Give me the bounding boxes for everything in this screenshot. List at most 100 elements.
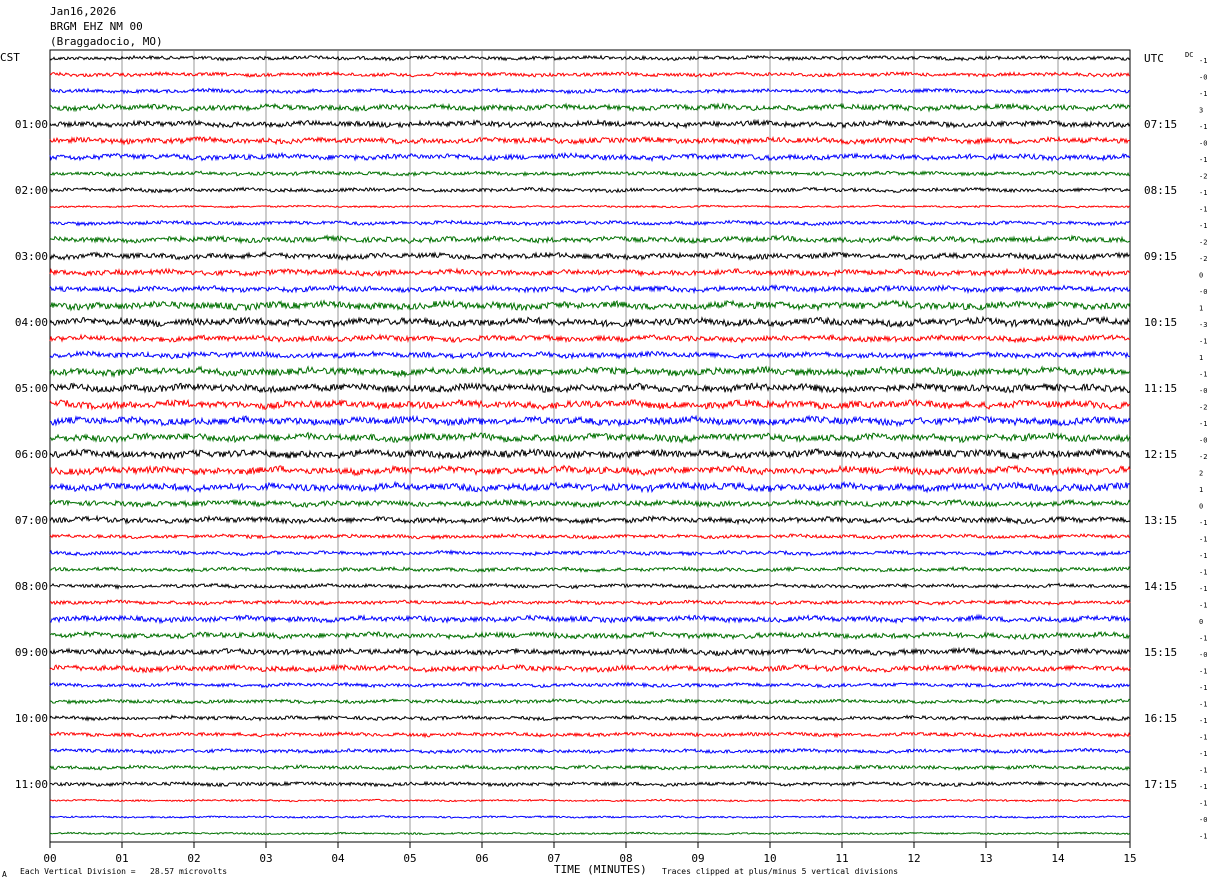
trace-7 bbox=[49, 151, 1131, 163]
trace-42 bbox=[49, 730, 1131, 739]
dc-offset-7: -1 bbox=[1199, 156, 1207, 164]
trace-12 bbox=[49, 234, 1131, 245]
trace-4 bbox=[49, 102, 1131, 113]
trace-13 bbox=[49, 250, 1130, 262]
x-tick-label-06: 06 bbox=[475, 852, 488, 865]
trace-30 bbox=[49, 532, 1131, 541]
dc-offset-17: -3 bbox=[1199, 321, 1207, 329]
dc-offset-28: 0 bbox=[1199, 503, 1203, 511]
trace-9 bbox=[49, 186, 1131, 194]
dc-offset-32: -1 bbox=[1199, 569, 1207, 577]
minute-gridlines bbox=[49, 50, 1131, 848]
trace-10 bbox=[49, 204, 1131, 209]
right-hour-label: 07:15 bbox=[1144, 118, 1177, 131]
dc-offset-15: -0 bbox=[1199, 288, 1207, 296]
x-tick-label-14: 14 bbox=[1051, 852, 1065, 865]
dc-offset-8: -2 bbox=[1199, 173, 1207, 181]
trace-39 bbox=[49, 681, 1131, 689]
x-tick-label-02: 02 bbox=[187, 852, 200, 865]
trace-15 bbox=[49, 283, 1131, 295]
trace-47 bbox=[49, 815, 1131, 819]
x-tick-label-15: 15 bbox=[1123, 852, 1136, 865]
x-tick-label-05: 05 bbox=[403, 852, 416, 865]
trace-41 bbox=[49, 714, 1131, 722]
dc-offset-45: -1 bbox=[1199, 783, 1207, 791]
x-tick-label-11: 11 bbox=[835, 852, 848, 865]
left-hour-label: 08:00 bbox=[15, 580, 48, 593]
dc-offset-22: -2 bbox=[1199, 404, 1207, 412]
x-tick-label-04: 04 bbox=[331, 852, 345, 865]
trace-11 bbox=[49, 219, 1131, 227]
trace-33 bbox=[49, 582, 1131, 590]
x-tick-label-12: 12 bbox=[907, 852, 920, 865]
dc-offset-34: -1 bbox=[1199, 602, 1207, 610]
trace-23 bbox=[50, 414, 1131, 428]
x-tick-label-01: 01 bbox=[115, 852, 128, 865]
left-hour-label: 01:00 bbox=[15, 118, 48, 131]
dc-offset-21: -0 bbox=[1199, 387, 1207, 395]
dc-offset-14: 0 bbox=[1199, 272, 1203, 280]
dc-offset-25: -2 bbox=[1199, 453, 1207, 461]
trace-14 bbox=[49, 267, 1131, 278]
trace-19 bbox=[49, 350, 1131, 361]
left-hour-label: 04:00 bbox=[15, 316, 48, 329]
trace-24 bbox=[49, 431, 1131, 444]
header-station: BRGM EHZ NM 00 bbox=[50, 20, 143, 33]
trace-18 bbox=[49, 333, 1131, 344]
corner-mark: A bbox=[2, 870, 7, 879]
trace-22 bbox=[49, 398, 1131, 411]
dc-offset-13: -2 bbox=[1199, 255, 1207, 263]
x-tick-label-00: 00 bbox=[43, 852, 56, 865]
dc-offset-29: -1 bbox=[1199, 519, 1207, 527]
trace-2 bbox=[49, 70, 1131, 78]
trace-27 bbox=[49, 480, 1131, 494]
right-hour-label: UTC bbox=[1144, 52, 1164, 65]
trace-16 bbox=[49, 299, 1131, 312]
dc-offset-47: -0 bbox=[1199, 816, 1207, 824]
trace-31 bbox=[49, 549, 1131, 557]
trace-34 bbox=[49, 599, 1131, 606]
right-hour-label: 16:15 bbox=[1144, 712, 1177, 725]
dc-offset-30: -1 bbox=[1199, 536, 1207, 544]
dc-label: DC bbox=[1185, 51, 1193, 59]
right-hour-label: 11:15 bbox=[1144, 382, 1177, 395]
dc-offset-9: -1 bbox=[1199, 189, 1207, 197]
dc-offset-44: -1 bbox=[1199, 767, 1207, 775]
right-hour-label: 10:15 bbox=[1144, 316, 1177, 329]
trace-32 bbox=[49, 565, 1131, 574]
dc-offset-18: -1 bbox=[1199, 338, 1207, 346]
dc-offset-41: -1 bbox=[1199, 717, 1207, 725]
dc-offset-1: -1 bbox=[1199, 57, 1207, 65]
right-hour-label: 08:15 bbox=[1144, 184, 1177, 197]
dc-offset-20: -1 bbox=[1199, 371, 1207, 379]
left-hour-label: 05:00 bbox=[15, 382, 48, 395]
x-tick-label-08: 08 bbox=[619, 852, 632, 865]
right-hour-label: 09:15 bbox=[1144, 250, 1177, 263]
left-hour-label: 06:00 bbox=[15, 448, 48, 461]
dc-offset-3: -1 bbox=[1199, 90, 1207, 98]
trace-36 bbox=[49, 630, 1130, 641]
trace-6 bbox=[49, 135, 1131, 146]
trace-8 bbox=[49, 169, 1131, 178]
dc-offset-35: 0 bbox=[1199, 618, 1203, 626]
trace-29 bbox=[49, 514, 1131, 526]
dc-offset-16: 1 bbox=[1199, 305, 1203, 313]
left-hour-label: 10:00 bbox=[15, 712, 48, 725]
header-date: Jan16,2026 bbox=[50, 5, 117, 18]
dc-offset-4: 3 bbox=[1199, 107, 1203, 115]
dc-offset-10: -1 bbox=[1199, 206, 1207, 214]
left-hour-label: 07:00 bbox=[15, 514, 48, 527]
x-tick-label-03: 03 bbox=[259, 852, 272, 865]
trace-1 bbox=[49, 54, 1131, 62]
trace-43 bbox=[49, 747, 1131, 755]
left-timezone-label: CST bbox=[0, 51, 20, 64]
scale-note: Each Vertical Division = 28.57 microvolt… bbox=[20, 867, 228, 876]
x-tick-label-09: 09 bbox=[691, 852, 704, 865]
x-tick-label-13: 13 bbox=[979, 852, 992, 865]
trace-21 bbox=[49, 381, 1131, 395]
trace-17 bbox=[49, 315, 1131, 329]
right-hour-label: 14:15 bbox=[1144, 580, 1177, 593]
trace-38 bbox=[49, 663, 1131, 674]
seismic-traces bbox=[49, 54, 1131, 836]
